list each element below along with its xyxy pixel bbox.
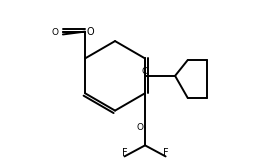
Text: O: O <box>137 124 144 132</box>
Text: O: O <box>52 28 59 37</box>
Text: O: O <box>87 27 94 37</box>
Text: O: O <box>142 67 148 76</box>
Text: F: F <box>163 148 168 158</box>
Text: F: F <box>122 148 127 158</box>
